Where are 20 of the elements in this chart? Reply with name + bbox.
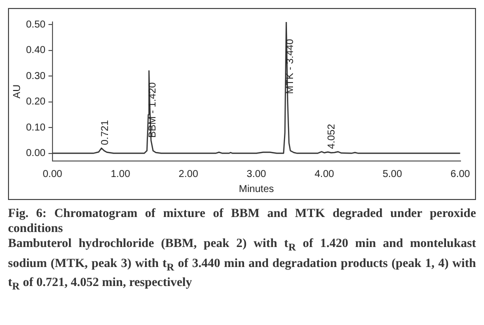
y-tick-label: 0.10: [26, 122, 46, 134]
y-axis-title: AU: [12, 84, 23, 98]
x-tick-label: 1.00: [110, 168, 131, 180]
annotation: 4.052: [326, 124, 338, 149]
x-axis-title: Minutes: [238, 184, 274, 195]
x-tick-label: 6.00: [450, 168, 470, 180]
x-tick-label: 3.00: [246, 168, 267, 180]
annotation: 0.721: [100, 120, 112, 146]
x-tick-label: 0.00: [42, 168, 63, 180]
y-tick-label: 0.50: [26, 19, 46, 30]
y-tick-label: 0.20: [26, 96, 46, 108]
x-tick-label: 2.00: [178, 168, 199, 180]
annotation: MTK - 3.440: [285, 38, 296, 94]
x-tick-label: 4.00: [314, 168, 334, 180]
text: Bambuterol hydrochloride (BBM, peak 2) with t$_{R}$ of 1.420 min and montelukast sodium (MTK, peak 3) with t$_{R}$ of 3.440 min and degradation products (peak 1, 4) with t$_{R}$ of 0.721, 4.052 min, respectively: [8, 236, 476, 292]
annotation: BBM - 1.420: [148, 82, 159, 138]
y-tick-label: 0.40: [26, 45, 46, 56]
x-tick-label: 5.00: [382, 168, 402, 180]
y-tick-label: 0.30: [26, 70, 46, 82]
y-tick-label: 0.00: [26, 148, 46, 160]
